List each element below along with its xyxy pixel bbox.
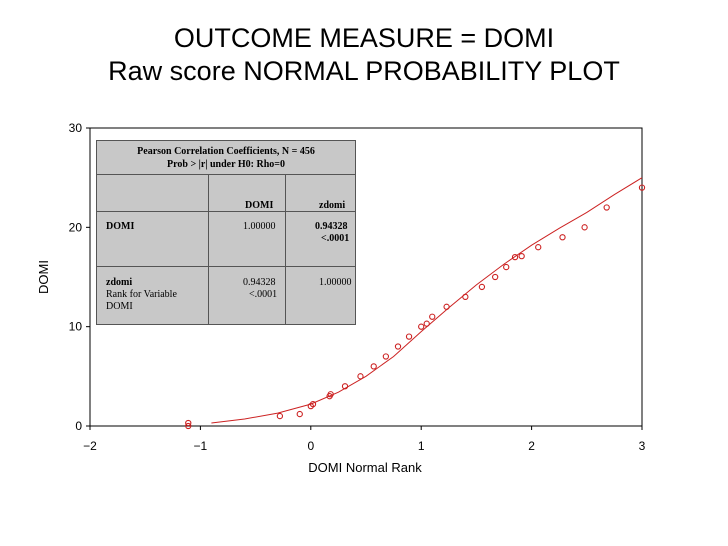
cell-zdomi-domi-r: 0.94328 — [243, 277, 276, 288]
data-point — [394, 343, 402, 350]
data-point — [382, 353, 390, 360]
chart-title-line2: Raw score NORMAL PROBABILITY PLOT — [108, 56, 620, 86]
divider — [285, 175, 286, 325]
data-point — [370, 363, 377, 370]
data-point — [309, 400, 317, 408]
data-point — [443, 303, 450, 310]
plot-frame — [89, 127, 643, 427]
cell-domi-zdomi-p: <.0001 — [321, 233, 350, 244]
data-point — [603, 204, 610, 211]
y-tick-label: 0 — [75, 419, 82, 433]
cell-domi-zdomi-r: 0.94328 — [315, 221, 348, 232]
data-point — [462, 293, 469, 301]
table-header-line2: Prob > |r| under H0: Rho=0 — [167, 159, 285, 170]
cell-domi-domi: 1.00000 — [243, 221, 276, 232]
data-point — [327, 391, 334, 398]
data-point — [357, 373, 364, 380]
data-point — [405, 333, 413, 340]
data-point — [185, 422, 192, 430]
y-tick-label: 10 — [69, 320, 83, 334]
x-tick-label: 3 — [639, 439, 646, 453]
x-tick-label: 1 — [418, 439, 425, 453]
y-tick-label: 20 — [69, 220, 83, 234]
table-header-line1: Pearson Correlation Coefficients, N = 45… — [137, 146, 315, 157]
data-point — [511, 253, 519, 261]
row-label-zdomi-sub2: DOMI — [106, 301, 133, 312]
y-axis-label: DOMI — [36, 260, 51, 294]
divider — [208, 175, 209, 325]
data-point — [492, 273, 499, 281]
x-tick-label: −1 — [194, 439, 208, 453]
data-point — [503, 263, 510, 271]
divider — [97, 211, 355, 212]
y-tick-label: 30 — [69, 121, 83, 135]
data-point — [185, 419, 192, 427]
row-label-zdomi-sub1: Rank for Variable — [106, 289, 177, 300]
cell-zdomi-zdomi: 1.00000 — [319, 277, 352, 288]
data-point — [559, 234, 566, 241]
fit-curve — [211, 177, 643, 424]
x-tick-label: −2 — [83, 439, 97, 453]
chart-title-line1: OUTCOME MEASURE = DOMI — [173, 23, 555, 53]
data-point — [276, 412, 284, 420]
data-point — [341, 383, 349, 390]
col-header-domi: DOMI — [245, 200, 274, 211]
cell-zdomi-domi-p: <.0001 — [249, 289, 278, 300]
data-point — [296, 410, 303, 418]
data-point — [478, 283, 486, 291]
table-header: Pearson Correlation Coefficients, N = 45… — [97, 141, 355, 175]
data-point — [429, 313, 436, 320]
data-point — [423, 320, 430, 327]
x-tick-label: 2 — [528, 439, 535, 453]
col-header-zdomi: zdomi — [319, 200, 346, 211]
x-axis-label: DOMI Normal Rank — [308, 460, 422, 475]
divider — [97, 266, 355, 267]
x-tick-label: 0 — [307, 439, 314, 453]
data-point — [581, 224, 588, 231]
data-point — [518, 252, 525, 260]
data-point — [535, 244, 542, 251]
row-label-zdomi: zdomi — [106, 277, 133, 288]
data-point — [638, 184, 646, 191]
correlation-table: Pearson Correlation Coefficients, N = 45… — [96, 140, 356, 325]
data-point — [418, 323, 425, 330]
row-label-domi: DOMI — [106, 221, 135, 232]
